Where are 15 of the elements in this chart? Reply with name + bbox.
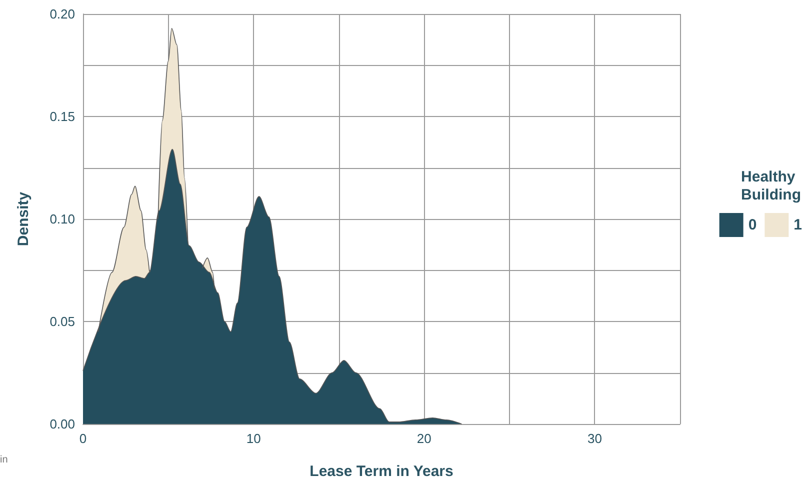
y-tick-label: 0.05 bbox=[50, 314, 75, 329]
x-tick-label: 10 bbox=[246, 431, 261, 446]
y-axis-title: Density bbox=[15, 191, 32, 246]
y-tick-label: 0.00 bbox=[50, 416, 75, 432]
text: in bbox=[0, 454, 8, 466]
legend-label: 1 bbox=[794, 216, 802, 234]
x-tick-label: 20 bbox=[416, 431, 432, 446]
y-tick-label: 0.20 bbox=[50, 6, 75, 22]
y-tick-label: 0.15 bbox=[50, 109, 75, 124]
x-tick-label: 0 bbox=[79, 431, 87, 446]
legend-label: 0 bbox=[748, 216, 757, 234]
x-tick-label: 30 bbox=[587, 431, 602, 446]
y-tick-label: 0.10 bbox=[50, 212, 75, 226]
legend-title: Healthy Building bbox=[741, 168, 802, 204]
x-axis-title: Lease Term in Years bbox=[310, 463, 454, 480]
